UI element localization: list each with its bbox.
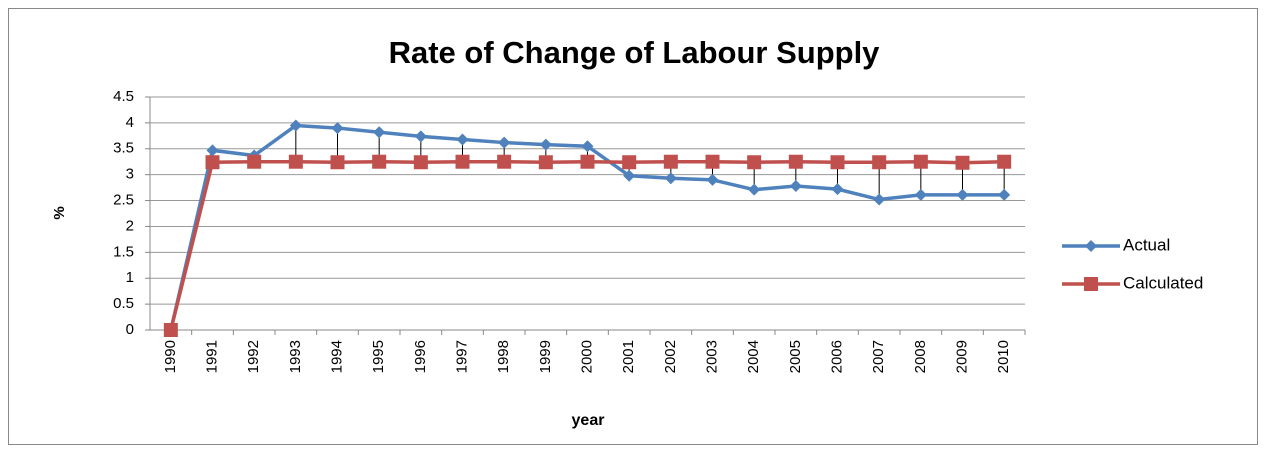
marker bbox=[663, 154, 678, 169]
x-tick-label: 2003 bbox=[703, 340, 720, 373]
x-tick-label: 2005 bbox=[787, 340, 804, 373]
x-tick-label: 2008 bbox=[912, 340, 929, 373]
marker bbox=[789, 180, 802, 193]
x-tick-label: 2007 bbox=[870, 340, 887, 373]
legend-marker bbox=[1084, 277, 1098, 291]
x-tick-label: 2009 bbox=[953, 340, 970, 373]
y-tick-label: 3.5 bbox=[113, 140, 134, 157]
marker bbox=[788, 154, 803, 169]
marker bbox=[538, 155, 553, 170]
marker bbox=[372, 154, 387, 169]
legend-label: Actual bbox=[1123, 235, 1170, 254]
y-tick-label: 0 bbox=[126, 321, 134, 338]
x-tick-label: 1991 bbox=[203, 340, 220, 373]
x-tick-label: 2002 bbox=[662, 340, 679, 373]
y-tick-label: 1 bbox=[126, 269, 134, 286]
y-tick-label: 2 bbox=[126, 217, 134, 234]
marker bbox=[205, 155, 220, 170]
x-tick-label: 1990 bbox=[162, 340, 179, 373]
marker bbox=[581, 140, 594, 153]
x-tick-label: 2004 bbox=[745, 340, 762, 373]
y-tick-label: 4 bbox=[126, 114, 134, 131]
marker bbox=[748, 183, 761, 196]
marker bbox=[747, 155, 762, 170]
legend-marker bbox=[1085, 240, 1097, 252]
y-tick-label: 1.5 bbox=[113, 243, 134, 260]
marker bbox=[956, 188, 969, 201]
marker bbox=[498, 136, 511, 149]
y-tick-label: 0.5 bbox=[113, 295, 134, 312]
x-axis-label: year bbox=[572, 412, 605, 429]
marker bbox=[373, 126, 386, 139]
marker bbox=[998, 188, 1011, 201]
marker bbox=[289, 119, 302, 132]
x-tick-label: 1992 bbox=[245, 340, 262, 373]
x-tick-label: 1996 bbox=[412, 340, 429, 373]
marker bbox=[872, 155, 887, 170]
y-tick-label: 2.5 bbox=[113, 192, 134, 209]
marker bbox=[873, 193, 886, 206]
x-tick-label: 2006 bbox=[828, 340, 845, 373]
marker bbox=[706, 173, 719, 186]
x-tick-label: 1997 bbox=[453, 340, 470, 373]
marker bbox=[247, 154, 262, 169]
marker bbox=[664, 172, 677, 185]
x-tick-label: 1998 bbox=[495, 340, 512, 373]
y-tick-label: 4.5 bbox=[113, 88, 134, 105]
x-tick-label: 1994 bbox=[328, 340, 345, 373]
marker bbox=[705, 154, 720, 169]
marker bbox=[914, 188, 927, 201]
marker bbox=[456, 133, 469, 146]
marker bbox=[913, 154, 928, 169]
x-tick-label: 1995 bbox=[370, 340, 387, 373]
marker bbox=[455, 154, 470, 169]
x-tick-label: 2001 bbox=[620, 340, 637, 373]
marker bbox=[330, 155, 345, 170]
y-axis-label: % bbox=[51, 206, 68, 219]
marker bbox=[206, 144, 219, 157]
marker bbox=[623, 169, 636, 182]
marker bbox=[413, 155, 428, 170]
x-tick-label: 2000 bbox=[578, 340, 595, 373]
x-tick-label: 1999 bbox=[537, 340, 554, 373]
marker bbox=[580, 154, 595, 169]
marker bbox=[331, 122, 344, 135]
legend-label: Calculated bbox=[1123, 273, 1203, 292]
marker bbox=[163, 323, 178, 337]
marker bbox=[955, 155, 970, 170]
x-tick-label: 1993 bbox=[287, 340, 304, 373]
marker bbox=[497, 154, 512, 169]
marker bbox=[831, 183, 844, 196]
x-tick-label: 2010 bbox=[995, 340, 1012, 373]
marker bbox=[622, 155, 637, 170]
marker bbox=[414, 130, 427, 143]
marker bbox=[830, 155, 845, 170]
chart-title: Rate of Change of Labour Supply bbox=[389, 35, 881, 70]
marker bbox=[288, 154, 303, 169]
marker bbox=[539, 138, 552, 151]
y-tick-label: 3 bbox=[126, 166, 134, 183]
marker bbox=[997, 154, 1012, 169]
